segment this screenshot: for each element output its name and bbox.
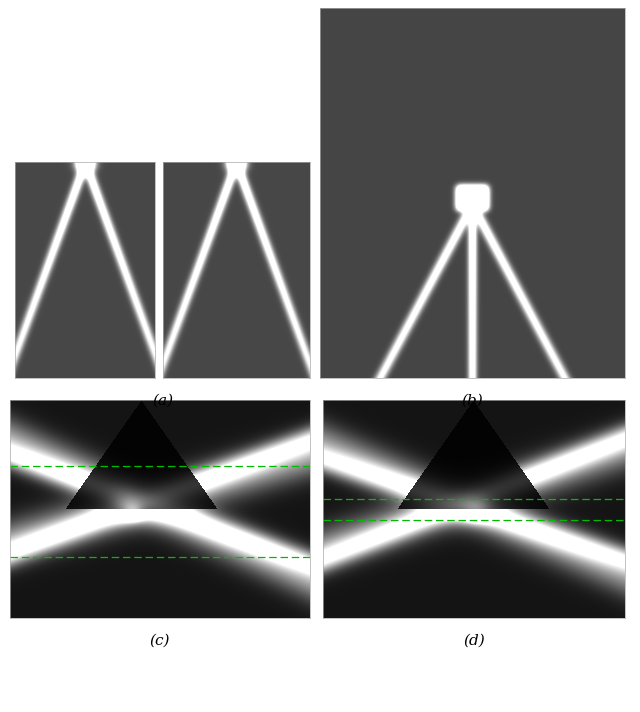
Text: (d): (d) [463, 634, 485, 648]
Text: (c): (c) [150, 634, 170, 648]
Text: (b): (b) [461, 394, 483, 408]
Text: (a): (a) [152, 394, 173, 408]
